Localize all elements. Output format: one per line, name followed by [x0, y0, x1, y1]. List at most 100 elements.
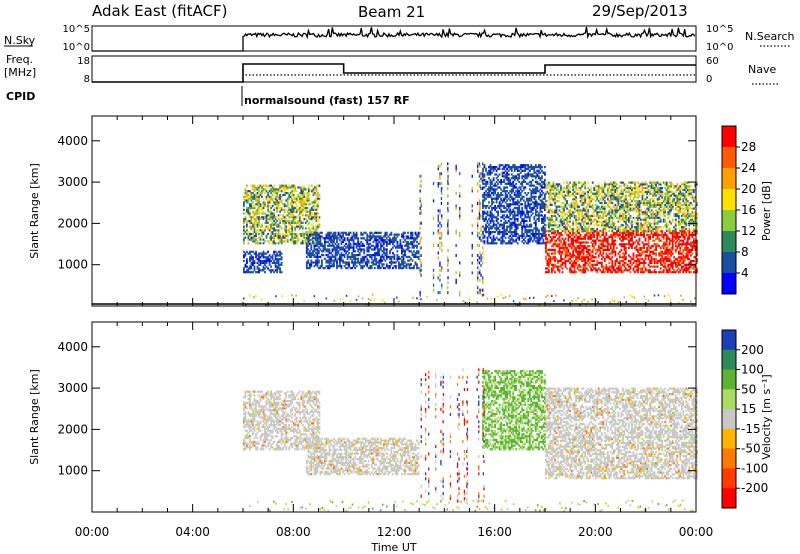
data-cell	[552, 183, 555, 186]
data-cell	[376, 235, 379, 238]
data-cell	[516, 210, 519, 213]
data-cell	[541, 180, 543, 183]
data-cell	[289, 208, 292, 211]
data-cell	[557, 196, 559, 199]
data-cell	[497, 231, 499, 234]
data-cell	[340, 255, 343, 258]
data-cell	[330, 252, 332, 255]
data-cell	[612, 239, 615, 242]
data-cell	[542, 227, 545, 230]
data-cell	[348, 231, 350, 234]
data-cell	[554, 256, 556, 259]
data-cell	[541, 177, 543, 180]
data-cell	[670, 239, 673, 242]
data-cell	[376, 261, 379, 264]
data-cell	[316, 261, 319, 264]
data-cell	[283, 221, 286, 224]
data-cell	[282, 214, 285, 217]
data-cell	[277, 232, 280, 236]
data-cell	[664, 233, 667, 237]
data-cell	[564, 243, 567, 246]
data-cell	[600, 243, 603, 246]
data-cell	[679, 250, 682, 253]
data-cell	[566, 190, 568, 193]
data-cell	[544, 242, 546, 245]
data-cell	[576, 258, 579, 261]
data-cell	[587, 269, 590, 272]
data-cell	[655, 254, 657, 257]
data-cell	[315, 259, 317, 262]
data-cell	[243, 195, 245, 198]
data-cell	[314, 218, 316, 221]
data-cell	[324, 240, 326, 244]
data-cell	[696, 243, 698, 246]
data-cell	[590, 187, 593, 190]
data-cell	[515, 225, 518, 228]
data-cell	[694, 269, 697, 272]
data-cell	[510, 232, 513, 236]
data-cell	[510, 192, 513, 195]
data-cell	[246, 206, 248, 210]
data-cell	[382, 252, 385, 255]
data-cell	[570, 265, 573, 268]
data-cell	[369, 255, 372, 258]
data-cell	[283, 218, 286, 221]
data-cell	[271, 205, 274, 208]
data-cell	[536, 242, 539, 245]
data-cell	[664, 267, 667, 270]
data-cell	[515, 182, 518, 185]
data-cell	[259, 238, 262, 241]
data-cell	[628, 220, 630, 223]
data-cell	[646, 254, 648, 257]
data-cell	[270, 238, 272, 241]
data-cell	[602, 265, 605, 268]
data-cell	[548, 222, 550, 225]
data-cell	[404, 239, 406, 242]
data-cell	[512, 197, 515, 200]
data-cell	[516, 192, 519, 195]
data-cell	[354, 257, 356, 260]
data-cell	[396, 250, 399, 253]
data-cell	[324, 239, 326, 242]
data-cell	[243, 229, 245, 232]
data-cell	[591, 235, 594, 238]
data-cell	[413, 246, 415, 249]
data-cell	[337, 265, 340, 268]
data-cell	[279, 254, 281, 257]
data-cell	[244, 192, 247, 195]
data-cell	[268, 216, 271, 219]
data-cell	[513, 197, 516, 200]
data-cell	[274, 234, 277, 237]
data-cell	[304, 240, 307, 243]
data-cell	[662, 237, 665, 240]
data-cell	[548, 229, 550, 232]
data-cell	[655, 230, 657, 233]
data-cell	[282, 221, 285, 224]
data-cell	[258, 267, 260, 270]
data-cell	[638, 248, 641, 251]
data-cell	[250, 184, 253, 187]
data-cell	[585, 233, 588, 237]
data-cell	[492, 169, 495, 172]
data-cell	[491, 197, 493, 200]
data-cell	[510, 197, 513, 200]
data-cell	[289, 227, 292, 230]
data-cell	[486, 221, 489, 224]
data-cell	[599, 246, 602, 250]
data-cell	[390, 231, 393, 234]
data-cell	[291, 192, 294, 195]
data-cell	[616, 233, 618, 237]
data-cell	[259, 261, 262, 264]
data-cell	[381, 240, 384, 244]
data-cell	[670, 265, 673, 268]
data-cell	[506, 225, 508, 228]
data-cell	[270, 259, 272, 263]
data-cell	[486, 225, 489, 228]
data-cell	[560, 185, 562, 188]
data-cell	[605, 265, 608, 268]
data-cell	[486, 240, 489, 243]
data-cell	[659, 254, 662, 257]
data-cell	[382, 250, 385, 253]
data-cell	[271, 221, 274, 224]
data-cell	[614, 243, 617, 246]
